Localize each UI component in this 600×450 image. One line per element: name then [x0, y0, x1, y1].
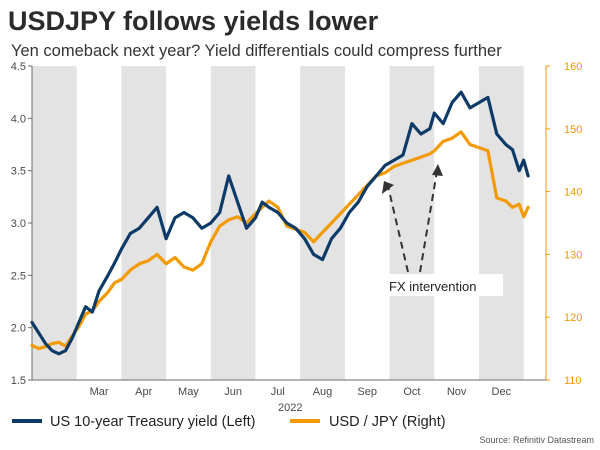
- left-tick-label: 3.5: [11, 166, 26, 178]
- series-line-us10y: [30, 90, 530, 356]
- legend-label-yield: US 10-year Treasury yield (Left): [50, 414, 256, 430]
- left-tick-label: 2.5: [11, 270, 26, 282]
- x-tick-label: Nov: [447, 386, 467, 398]
- legend: US 10-year Treasury yield (Left) USD / J…: [12, 414, 446, 430]
- legend-label-usdjpy: USD / JPY (Right): [329, 414, 446, 430]
- axes: 1.5 2.0 2.5 3.0 3.5 4.0 4.5 110 120 130 140 150 160 M…: [11, 61, 583, 398]
- right-tick-label: 140: [564, 187, 582, 199]
- month-band-feb: [32, 66, 77, 380]
- x-tick-label: Jun: [224, 386, 242, 398]
- legend-swatch-usdjpy: [290, 419, 320, 423]
- annotation-label: FX intervention: [389, 279, 476, 294]
- legend-swatch-yield: [12, 419, 42, 423]
- x-tick-label: Sep: [357, 386, 377, 398]
- month-band-aug: [300, 66, 345, 380]
- month-band-dec: [478, 66, 524, 380]
- x-tick-label: Oct: [403, 386, 420, 398]
- x-tick-label: Jul: [271, 386, 285, 398]
- chart-subtitle: Yen comeback next year? Yield differenti…: [11, 42, 502, 60]
- x-tick-label: May: [178, 386, 199, 398]
- x-axis-title: 2022: [278, 402, 302, 414]
- x-tick-label: Apr: [135, 386, 152, 398]
- left-tick-label: 3.0: [11, 218, 26, 230]
- annotation-arrow-oct: [419, 170, 438, 273]
- annotation-arrowhead-oct: [432, 164, 443, 176]
- left-tick-label: 4.5: [11, 61, 26, 73]
- x-tick-label: Aug: [313, 386, 333, 398]
- left-tick-label: 1.5: [11, 375, 26, 387]
- right-tick-label: 130: [564, 249, 582, 261]
- right-tick-label: 160: [564, 61, 582, 73]
- source-note: Source: Refinitiv Datastream: [479, 435, 594, 445]
- chart-title: USDJPY follows yields lower: [8, 6, 379, 36]
- annotation-arrowhead-sep: [382, 181, 394, 194]
- x-tick-label: Mar: [90, 386, 109, 398]
- left-tick-label: 2.0: [11, 323, 26, 335]
- right-tick-label: 120: [564, 312, 582, 324]
- annotation-arrow-sep: [387, 185, 409, 273]
- right-tick-label: 110: [564, 375, 582, 387]
- month-band-jun: [210, 66, 256, 380]
- right-tick-label: 150: [564, 124, 582, 136]
- fx-intervention-annotation: FX intervention: [382, 164, 503, 296]
- left-tick-label: 4.0: [11, 113, 26, 125]
- series-line-usdjpy: [30, 130, 530, 351]
- series-layer: [30, 90, 530, 356]
- annotation-box: [385, 274, 503, 296]
- x-tick-label: Dec: [492, 386, 512, 398]
- month-shading: [32, 66, 524, 380]
